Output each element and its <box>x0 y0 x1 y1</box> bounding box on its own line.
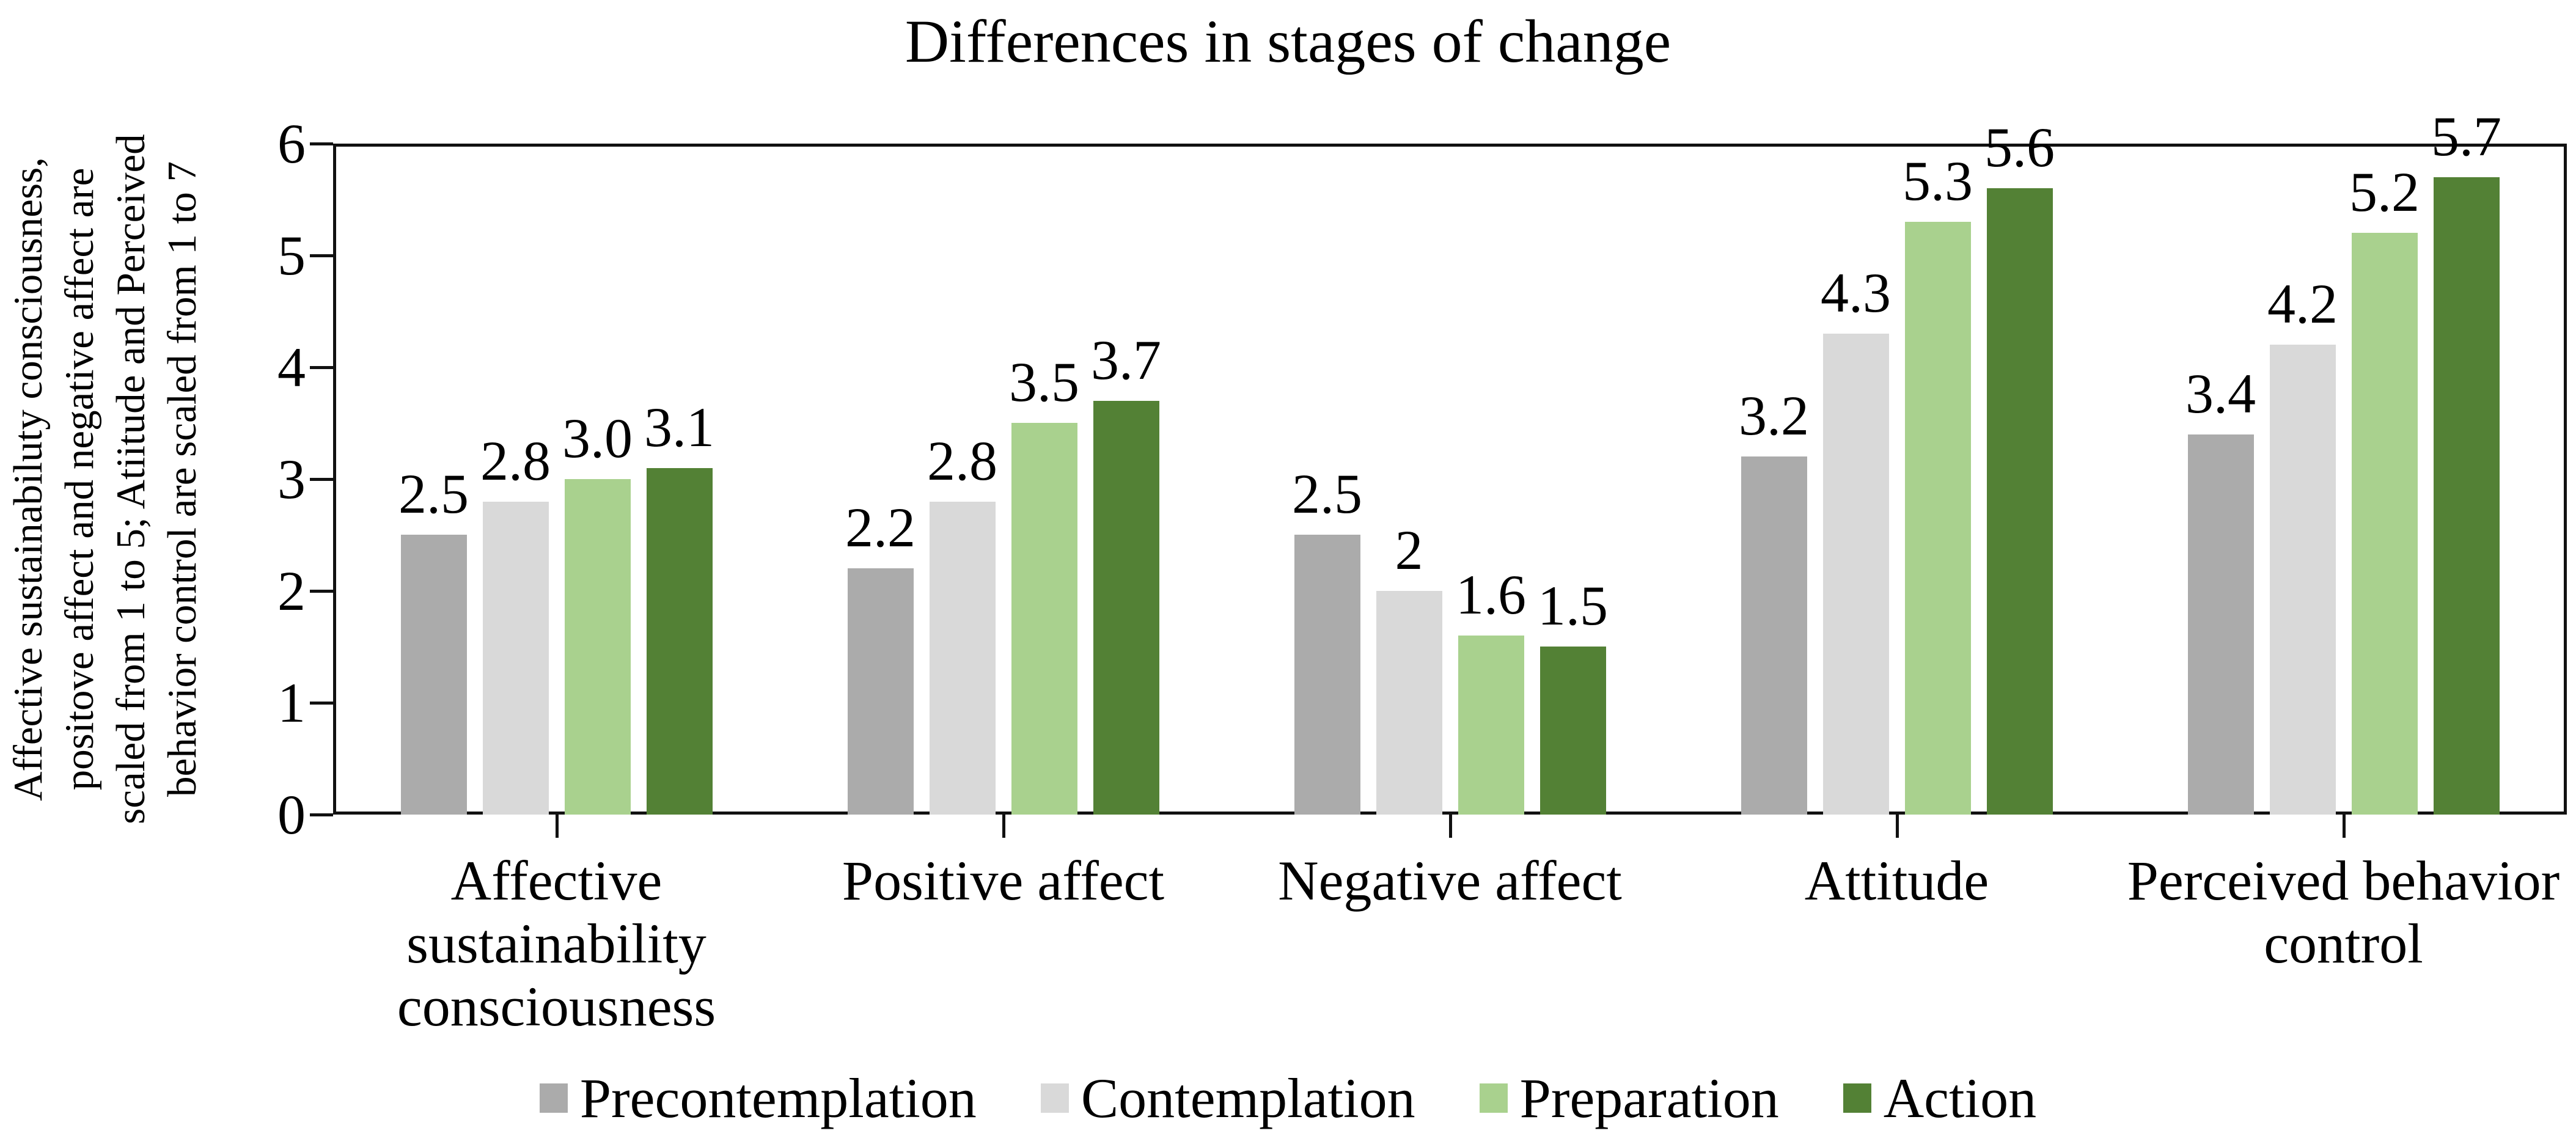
bar-value-label: 1.6 <box>1456 563 1526 626</box>
y-tick-mark <box>310 590 333 593</box>
x-category-label: Attitude <box>1804 849 1989 912</box>
legend-swatch <box>1843 1083 1871 1113</box>
y-tick-label: 5 <box>277 224 306 287</box>
y-tick-label: 4 <box>277 336 306 398</box>
legend-swatch <box>1040 1083 1069 1113</box>
bar-value-label: 4.3 <box>1821 262 1891 324</box>
bar-preparation <box>1011 423 1077 815</box>
bar-value-label: 3.0 <box>562 407 633 469</box>
bar-precontemplation <box>2187 434 2254 815</box>
bar-action <box>1093 401 1159 815</box>
bar-precontemplation <box>1741 456 1807 815</box>
bar-value-label: 2.8 <box>480 430 551 492</box>
x-tick-mark <box>555 815 559 838</box>
bar-value-label: 3.1 <box>644 396 714 458</box>
legend-label: Action <box>1883 1067 2037 1129</box>
bar-value-label: 2 <box>1395 519 1423 581</box>
y-tick-mark <box>310 254 333 257</box>
bar-value-label: 3.7 <box>1091 329 1161 391</box>
bar-value-label: 3.2 <box>1739 384 1809 447</box>
x-tick-mark <box>2342 815 2346 838</box>
bar-value-label: 5.2 <box>2349 161 2420 223</box>
y-tick-label: 1 <box>277 672 306 734</box>
y-tick-label: 0 <box>277 783 306 846</box>
bar-preparation <box>1458 636 1524 815</box>
bar-contemplation <box>929 502 996 815</box>
bar-value-label: 1.5 <box>1538 574 1608 637</box>
y-tick-label: 6 <box>277 112 306 175</box>
y-tick-mark <box>310 702 333 705</box>
bar-value-label: 3.4 <box>2185 362 2256 425</box>
bar-action <box>1986 188 2053 815</box>
legend-swatch <box>539 1083 568 1113</box>
y-tick-label: 3 <box>277 448 306 510</box>
x-tick-mark <box>1895 815 1899 838</box>
bar-value-label: 5.3 <box>1903 150 1973 212</box>
bar-value-label: 2.2 <box>845 496 916 559</box>
legend-swatch <box>1479 1083 1508 1113</box>
bar-preparation <box>564 479 631 815</box>
bar-value-label: 3.5 <box>1009 351 1079 413</box>
legend-label: Contemplation <box>1081 1067 1415 1129</box>
bar-contemplation <box>1376 591 1442 815</box>
y-tick-mark <box>310 813 333 816</box>
bar-contemplation <box>1822 334 1889 815</box>
bar-value-label: 2.5 <box>398 463 469 525</box>
x-tick-mark <box>1448 815 1452 838</box>
bar-precontemplation <box>400 535 467 815</box>
legend: Precontemplation Contemplation Preparation… <box>0 1065 2576 1132</box>
legend-item-preparation: Preparation <box>1479 1065 1779 1132</box>
bar-precontemplation <box>847 568 914 815</box>
bar-preparation <box>1904 222 1971 815</box>
bar-action <box>646 468 713 815</box>
x-tick-mark <box>1002 815 1005 838</box>
bar-action <box>1539 647 1606 815</box>
y-axis-label-line: Affective sustainabiluty consciousness, <box>6 157 51 801</box>
bar-action <box>2433 177 2500 815</box>
x-category-label: Positive affect <box>842 849 1165 912</box>
legend-label: Precontemplation <box>579 1067 977 1129</box>
bar-value-label: 2.8 <box>927 430 997 492</box>
bar-value-label: 5.7 <box>2431 105 2501 167</box>
y-tick-mark <box>310 478 333 481</box>
x-category-label: Perceived behavior control <box>2127 849 2560 975</box>
bar-value-label: 2.5 <box>1292 463 1362 525</box>
bar-contemplation <box>2269 345 2336 815</box>
bar-value-label: 5.6 <box>1984 116 2055 178</box>
legend-item-action: Action <box>1843 1065 2036 1132</box>
y-tick-mark <box>310 142 333 145</box>
y-tick-label: 2 <box>277 560 306 622</box>
legend-label: Preparation <box>1519 1067 1779 1129</box>
legend-item-contemplation: Contemplation <box>1040 1065 1415 1132</box>
bar-value-label: 4.2 <box>2267 273 2338 335</box>
bar-contemplation <box>482 502 549 815</box>
y-tick-mark <box>310 366 333 369</box>
plot-area <box>333 144 2567 815</box>
legend-item-precontemplation: Precontemplation <box>539 1065 977 1132</box>
bar-precontemplation <box>1294 535 1360 815</box>
x-category-label: Affective sustainability consciousness <box>397 849 716 1038</box>
x-category-label: Negative affect <box>1278 849 1622 912</box>
chart-title: Differences in stages of change <box>905 7 1671 75</box>
bar-preparation <box>2351 233 2418 815</box>
